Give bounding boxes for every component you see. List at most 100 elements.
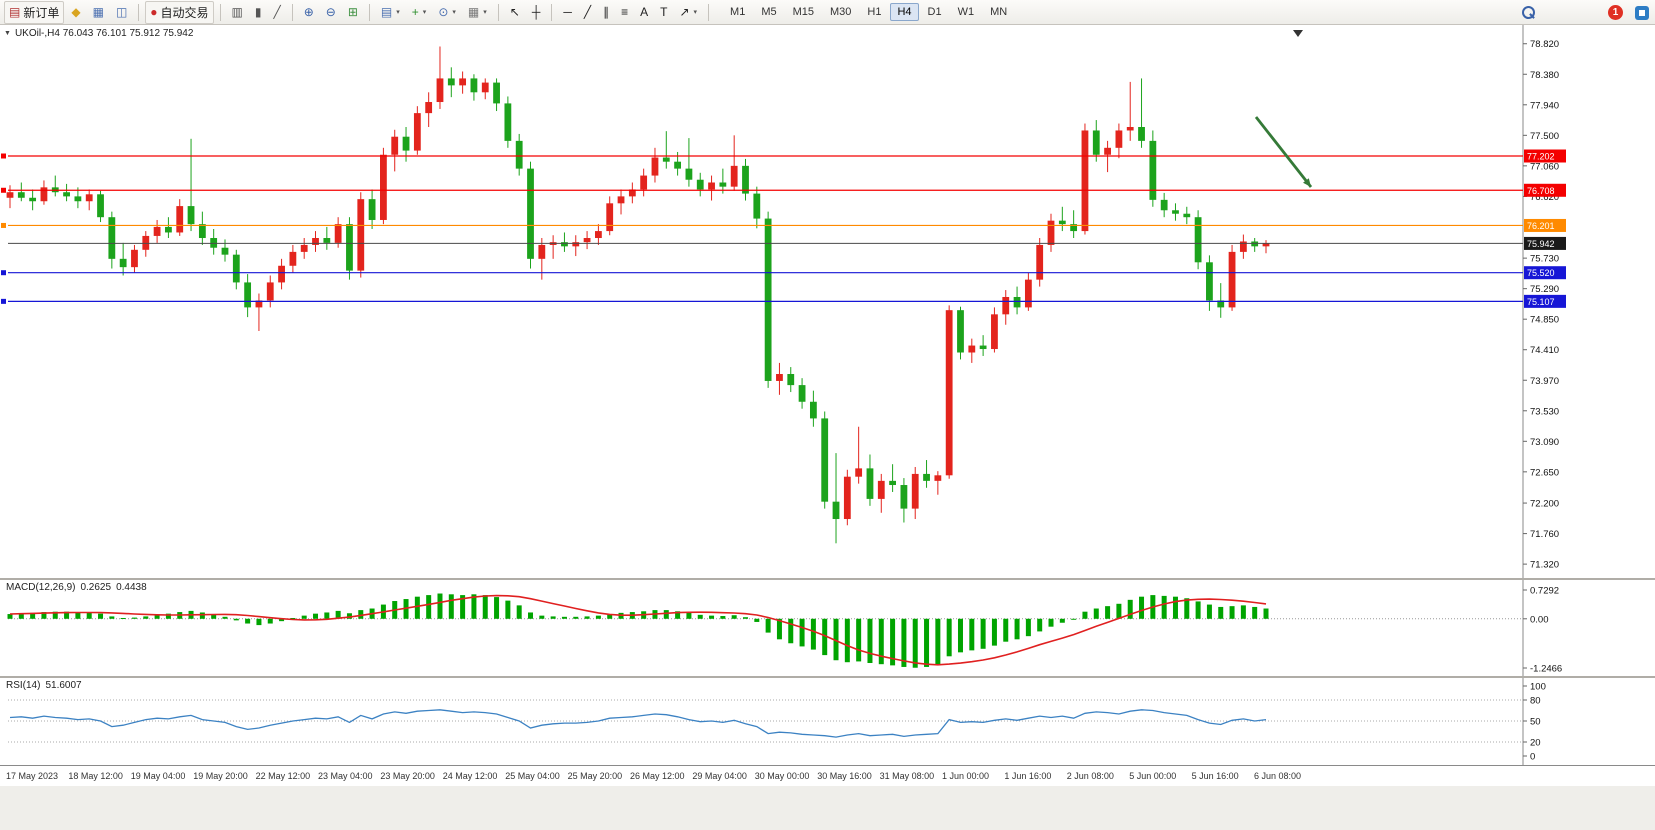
time-axis[interactable]: 17 May 2023 18 May 12:00 19 May 04:00 19 Ma… (0, 765, 1655, 786)
price-tag (1524, 266, 1566, 280)
add-indicator-icon[interactable]: + ▾ (407, 3, 432, 22)
data-window-icon[interactable]: ◫ (111, 3, 132, 22)
macd-axis-label: 0.00 (1530, 614, 1549, 625)
panel-resize-separator[interactable] (0, 578, 1655, 580)
price-axis-label: 72.650 (1530, 467, 1559, 478)
horizontal-line-tool-icon[interactable]: ─ (558, 3, 577, 22)
data-window-icon-glyph: ◫ (115, 4, 128, 19)
macd-histogram (7, 593, 1269, 668)
tile-windows-icon[interactable]: ⊞ (343, 3, 363, 22)
price-chart[interactable]: 78.820 78.380 77.940 77.500 77.060 76.620 75.7… (0, 25, 1655, 578)
line-anchor[interactable] (1, 153, 6, 159)
candlestick-chart-type-icon[interactable]: ▮ (250, 3, 267, 22)
price-axis-label: 76.620 (1530, 192, 1559, 203)
time-label: 1 Jun 16:00 (1004, 771, 1052, 781)
cursor-tool-icon[interactable]: ↖ (505, 3, 525, 22)
indicators-list-icon[interactable]: ▤ ▾ (376, 3, 405, 22)
rsi-panel[interactable]: RSI(14) 51.6007 100 80 50 20 0 (0, 678, 1655, 765)
time-label: 25 May 04:00 (505, 771, 560, 781)
auto-trading-button[interactable]: ● 自动交易 (145, 0, 214, 24)
chevron-down-icon[interactable]: ▾ (452, 9, 456, 16)
chart-shift-marker[interactable] (1293, 30, 1303, 37)
price-tag-label: 75.942 (1527, 239, 1555, 249)
trendline-tool-icon[interactable]: ╱ (579, 3, 596, 22)
auto-trading-icon: ● (150, 4, 158, 19)
profiles-icon[interactable]: ◆ (66, 3, 85, 22)
arrows-tool-icon[interactable]: ↗ ▾ (674, 3, 702, 22)
chevron-down-icon[interactable]: ▾ (693, 9, 698, 16)
chevron-down-icon[interactable]: ▾ (483, 9, 487, 16)
timeframe-M5[interactable]: M5 (761, 6, 777, 18)
price-tag-label: 75.107 (1527, 297, 1555, 307)
time-label: 23 May 04:00 (318, 771, 373, 781)
toolbar-items: ▤ 新订单 ◆ ▦ ◫ ● 自动交易 ▥ ▮ ╱ ⊕ ⊖ ⊞ ▤ ▾ + ▾ ⊙ ▾ ▦ ▾ ↖ ┼ ─ ╱ ∥ ≡ A T ↗ ▾ (3, 0, 714, 24)
timeframe-M30[interactable]: M30 (830, 6, 852, 18)
rsi-name: RSI(14) (6, 680, 41, 691)
add-indicator-icon-glyph: + (411, 4, 419, 19)
channel-tool-icon[interactable]: ∥ (598, 3, 614, 22)
price-tag (1524, 149, 1566, 163)
rsi-value: 51.6007 (45, 680, 82, 691)
rsi-axis-label: 80 (1530, 696, 1541, 707)
price-tag (1524, 183, 1566, 197)
timeframe-W1[interactable]: W1 (957, 6, 975, 18)
chart-collapse-icon[interactable]: ▼ (4, 30, 11, 37)
timeframe-D1[interactable]: D1 (927, 6, 942, 18)
market-watch-icon[interactable]: ▦ (88, 3, 109, 22)
line-anchor[interactable] (1, 187, 6, 193)
fibonacci-tool-icon-glyph: ≡ (621, 4, 629, 19)
line-anchor[interactable] (1, 222, 6, 228)
timeframe-M1[interactable]: M1 (730, 6, 746, 18)
time-label: 31 May 08:00 (879, 771, 935, 781)
fibonacci-tool-icon[interactable]: ≡ (616, 3, 633, 22)
macd-panel[interactable]: MACD(12,26,9) 0.2625 0.4438 0.7292 0.00 -1.2… (0, 580, 1655, 676)
rsi-chart[interactable]: 100 80 50 20 0 (0, 678, 1655, 765)
notification-badge[interactable]: 1 (1608, 5, 1623, 20)
price-axis-label: 77.940 (1530, 100, 1559, 111)
toolbar-separator (138, 3, 140, 21)
bar-chart-type-icon[interactable]: ▥ (227, 3, 248, 22)
time-label: 22 May 12:00 (255, 771, 311, 781)
price-tag-label: 76.708 (1527, 186, 1555, 196)
panel-resize-separator[interactable] (0, 676, 1655, 678)
candlestick-chart-type-icon-glyph: ▮ (254, 4, 262, 19)
zoom-out-icon[interactable]: ⊖ (321, 3, 341, 22)
macd-signal-value: 0.4438 (116, 582, 147, 593)
timeframe-MN[interactable]: MN (990, 6, 1008, 18)
crosshair-tool-icon[interactable]: ┼ (527, 3, 546, 22)
zoom-out-icon-glyph: ⊖ (325, 4, 336, 19)
new-order-button[interactable]: ▤ 新订单 (4, 0, 65, 24)
line-anchor[interactable] (1, 270, 6, 276)
timeframe-H1[interactable]: H1 (867, 6, 882, 18)
toolbar-right: 1 (1521, 0, 1649, 25)
price-chart-window[interactable]: ▼ UKOil-,H4 76.043 76.101 75.912 75.942 … (0, 25, 1655, 578)
text-tool-icon[interactable]: A (635, 3, 653, 22)
price-axis-label: 73.970 (1530, 376, 1559, 387)
periods-icon[interactable]: ⊙ ▾ (433, 3, 461, 22)
rsi-label: RSI(14) 51.6007 (6, 680, 82, 691)
rsi-axis-label: 50 (1530, 717, 1541, 728)
text-label-tool-icon-glyph: T (660, 4, 668, 19)
templates-icon[interactable]: ▦ ▾ (463, 3, 492, 22)
text-label-tool-icon[interactable]: T (655, 3, 672, 22)
macd-signal-line (9, 594, 1267, 666)
zoom-in-icon[interactable]: ⊕ (299, 3, 319, 22)
time-label: 18 May 12:00 (68, 771, 123, 781)
search-icon[interactable] (1521, 5, 1536, 20)
time-label: 1 Jun 00:00 (942, 771, 990, 781)
trendline-tool-icon-glyph: ╱ (583, 4, 592, 19)
zoom-in-icon-glyph: ⊕ (303, 4, 314, 19)
price-axis-label: 72.200 (1530, 499, 1559, 510)
timeframe-M15[interactable]: M15 (792, 6, 814, 18)
community-icon[interactable] (1635, 5, 1649, 20)
arrow-annotation[interactable] (1254, 116, 1313, 188)
line-chart-type-icon[interactable]: ╱ (269, 3, 286, 22)
chevron-down-icon[interactable]: ▾ (422, 9, 427, 16)
timeframe-H4[interactable]: H4 (890, 3, 919, 21)
price-axis-label: 75.730 (1530, 254, 1559, 265)
chevron-down-icon[interactable]: ▾ (396, 9, 400, 16)
time-label: 17 May 2023 (6, 771, 59, 781)
line-anchor[interactable] (1, 298, 6, 304)
macd-chart[interactable]: 0.7292 0.00 -1.2466 (0, 580, 1655, 676)
price-axis-label: 73.090 (1530, 437, 1559, 448)
